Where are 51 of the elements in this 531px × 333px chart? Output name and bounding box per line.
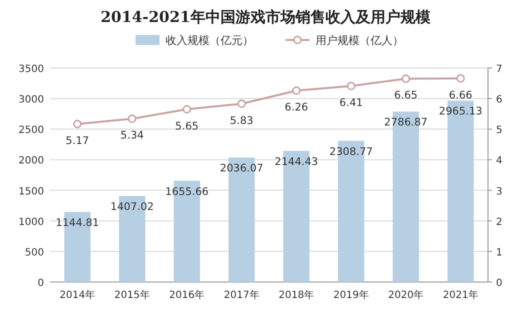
data-label: 2144.43	[274, 156, 318, 168]
x-tick-label: 2019年	[333, 289, 369, 301]
data-label: 2308.77	[329, 146, 373, 158]
chart-title: 2014-2021年中国游戏市场销售收入及用户规模	[100, 8, 432, 26]
data-label: 6.66	[448, 89, 473, 102]
point	[237, 100, 246, 108]
point	[73, 120, 82, 128]
point	[402, 74, 410, 83]
y-tick-label: 2500	[18, 125, 44, 136]
y2-tick-label: 5	[496, 125, 502, 136]
y2-tick-label: 4	[496, 156, 502, 167]
y2-tick-label: 6	[496, 94, 502, 106]
y2-tick-label: 0	[496, 278, 502, 289]
y-tick-label: 3500	[18, 64, 44, 75]
y-tick-label: 1500	[18, 186, 44, 198]
data-label: 6.41	[339, 97, 363, 110]
x-tick-label: 2016年	[169, 289, 205, 301]
data-label: 5.17	[66, 134, 90, 147]
x-tick-label: 2015年	[114, 289, 150, 301]
y-tick-label: 2000	[18, 156, 44, 167]
data-label: 5.83	[230, 114, 254, 127]
point	[182, 105, 192, 114]
point	[292, 86, 301, 95]
y-tick-label: 1000	[18, 216, 44, 228]
x-tick-label: 2018年	[278, 289, 314, 301]
data-label: 1407.02	[110, 200, 154, 213]
x-tick-label: 2014年	[60, 289, 96, 301]
y-tick-label: 500	[24, 247, 44, 258]
legend-label: 用户规模（亿人）	[316, 34, 404, 47]
y2-tick-label: 3	[496, 186, 502, 198]
y2-tick-label: 1	[496, 247, 502, 258]
point	[128, 114, 136, 123]
data-label: 5.34	[120, 130, 144, 142]
x-tick-label: 2020年	[388, 289, 424, 301]
data-label: 2965.13	[438, 106, 482, 118]
point	[346, 82, 356, 90]
y-tick-label: 0	[38, 278, 44, 289]
y2-tick-label: 7	[496, 64, 502, 75]
data-label: 2036.07	[220, 162, 264, 175]
y2-tick-label: 2	[496, 216, 502, 228]
x-tick-label: 2021年	[442, 289, 478, 301]
data-label: 5.65	[175, 120, 199, 132]
data-label: 1655.66	[165, 186, 209, 198]
data-label: 2786.87	[384, 116, 428, 129]
data-label: 1144.81	[56, 217, 100, 230]
legend-label: 收入规模（亿元）	[166, 34, 254, 47]
data-label: 6.26	[284, 102, 308, 114]
x-tick-label: 2017年	[224, 289, 260, 301]
data-label: 6.65	[394, 90, 418, 102]
point	[456, 74, 465, 83]
y-tick-label: 3000	[18, 94, 44, 106]
